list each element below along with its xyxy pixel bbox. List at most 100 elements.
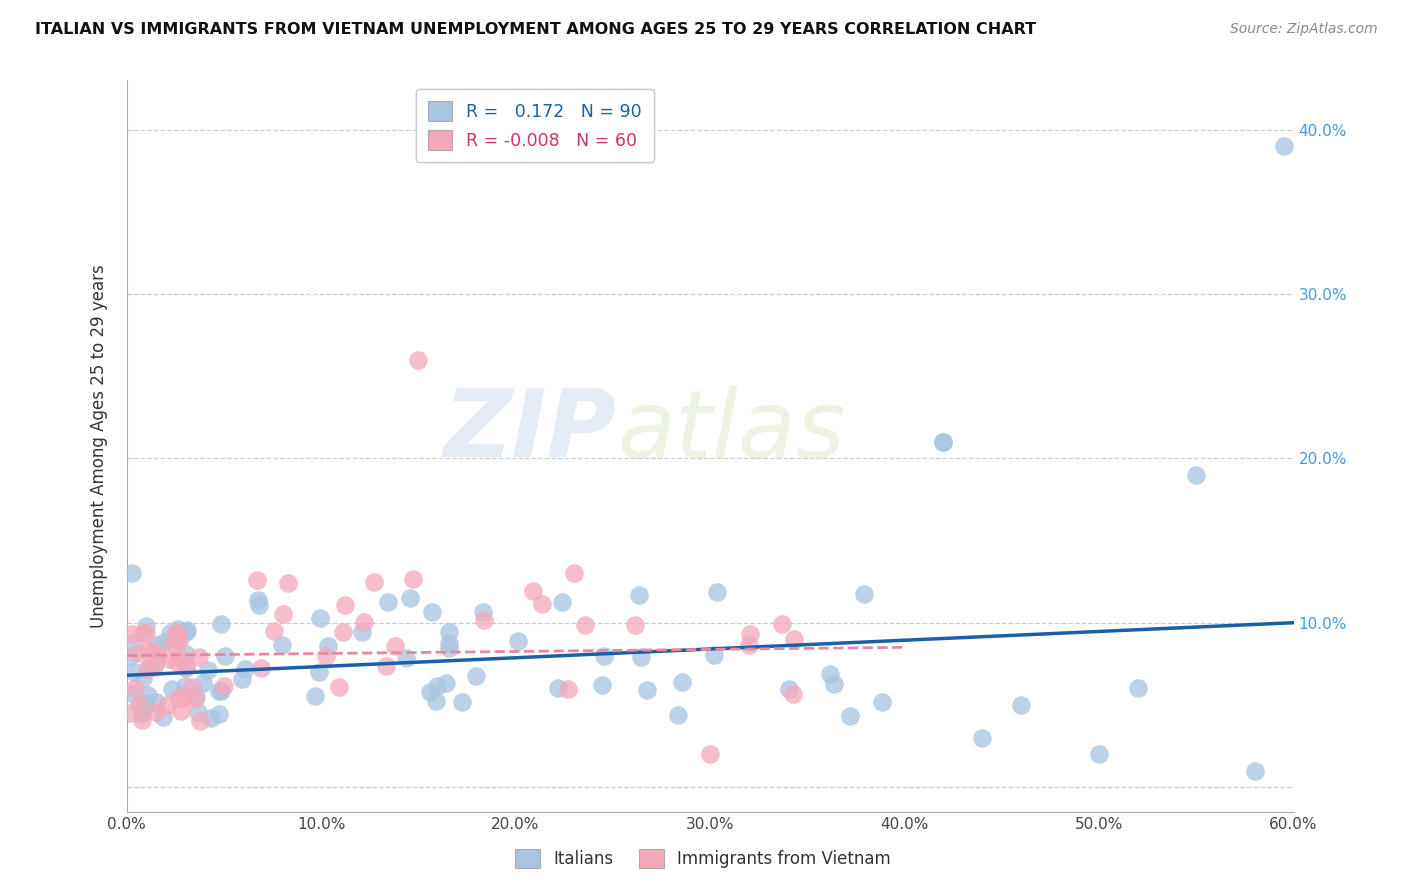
- Point: [591, 678, 613, 692]
- Text: ITALIAN VS IMMIGRANTS FROM VIETNAM UNEMPLOYMENT AMONG AGES 25 TO 29 YEARS CORREL: ITALIAN VS IMMIGRANTS FROM VIETNAM UNEMP…: [35, 22, 1036, 37]
- Point: [408, 352, 430, 367]
- Point: [308, 665, 330, 679]
- Point: [250, 661, 273, 675]
- Text: ZIP: ZIP: [444, 385, 617, 477]
- Point: [135, 662, 157, 676]
- Point: [557, 681, 579, 696]
- Point: [208, 684, 231, 698]
- Point: [121, 566, 143, 581]
- Point: [1126, 681, 1149, 696]
- Point: [425, 694, 447, 708]
- Point: [245, 573, 267, 587]
- Legend: Italians, Immigrants from Vietnam: Italians, Immigrants from Vietnam: [509, 842, 897, 875]
- Point: [162, 637, 184, 651]
- Point: [157, 652, 180, 666]
- Point: [167, 690, 190, 705]
- Y-axis label: Unemployment Among Ages 25 to 29 years: Unemployment Among Ages 25 to 29 years: [90, 264, 108, 628]
- Point: [593, 648, 616, 663]
- Point: [180, 680, 202, 694]
- Point: [375, 659, 398, 673]
- Point: [666, 707, 689, 722]
- Point: [169, 633, 191, 648]
- Point: [350, 625, 373, 640]
- Point: [395, 650, 418, 665]
- Point: [174, 659, 197, 673]
- Text: atlas: atlas: [617, 386, 845, 477]
- Point: [1088, 747, 1111, 762]
- Point: [170, 704, 193, 718]
- Point: [363, 574, 385, 589]
- Point: [932, 434, 955, 449]
- Point: [184, 689, 207, 703]
- Point: [437, 624, 460, 639]
- Point: [174, 624, 197, 639]
- Point: [778, 682, 800, 697]
- Point: [131, 625, 153, 640]
- Point: [136, 688, 159, 702]
- Point: [384, 639, 406, 653]
- Point: [1185, 467, 1208, 482]
- Point: [547, 681, 569, 696]
- Point: [214, 679, 236, 693]
- Point: [118, 706, 141, 720]
- Point: [464, 669, 486, 683]
- Point: [131, 706, 153, 720]
- Point: [136, 644, 159, 658]
- Point: [450, 695, 472, 709]
- Point: [142, 642, 165, 657]
- Point: [176, 661, 198, 675]
- Point: [197, 663, 219, 677]
- Point: [159, 626, 181, 640]
- Point: [176, 624, 198, 638]
- Point: [551, 595, 574, 609]
- Point: [135, 625, 157, 640]
- Point: [128, 698, 150, 713]
- Point: [152, 710, 174, 724]
- Point: [165, 625, 187, 640]
- Point: [174, 647, 197, 661]
- Point: [122, 687, 145, 701]
- Point: [145, 705, 167, 719]
- Point: [156, 698, 179, 713]
- Point: [377, 595, 399, 609]
- Point: [772, 617, 794, 632]
- Point: [209, 683, 232, 698]
- Point: [401, 572, 423, 586]
- Point: [200, 711, 222, 725]
- Point: [277, 576, 299, 591]
- Point: [132, 671, 155, 685]
- Point: [188, 714, 211, 728]
- Point: [120, 648, 142, 663]
- Point: [624, 617, 647, 632]
- Point: [630, 649, 652, 664]
- Point: [174, 679, 197, 693]
- Point: [135, 618, 157, 632]
- Point: [333, 599, 356, 613]
- Point: [263, 624, 285, 638]
- Point: [166, 655, 188, 669]
- Point: [270, 638, 292, 652]
- Point: [419, 685, 441, 699]
- Point: [636, 682, 658, 697]
- Point: [187, 650, 209, 665]
- Point: [932, 434, 955, 449]
- Point: [315, 649, 337, 664]
- Point: [706, 584, 728, 599]
- Point: [135, 696, 157, 710]
- Point: [1243, 764, 1265, 778]
- Point: [127, 646, 149, 660]
- Point: [166, 625, 188, 640]
- Point: [124, 681, 146, 695]
- Point: [471, 605, 494, 619]
- Point: [184, 692, 207, 706]
- Point: [872, 695, 894, 709]
- Point: [247, 598, 270, 612]
- Point: [246, 593, 269, 607]
- Point: [783, 632, 806, 647]
- Point: [574, 617, 596, 632]
- Point: [122, 665, 145, 680]
- Text: Source: ZipAtlas.com: Source: ZipAtlas.com: [1230, 22, 1378, 37]
- Point: [193, 676, 215, 690]
- Point: [153, 634, 176, 648]
- Point: [703, 648, 725, 663]
